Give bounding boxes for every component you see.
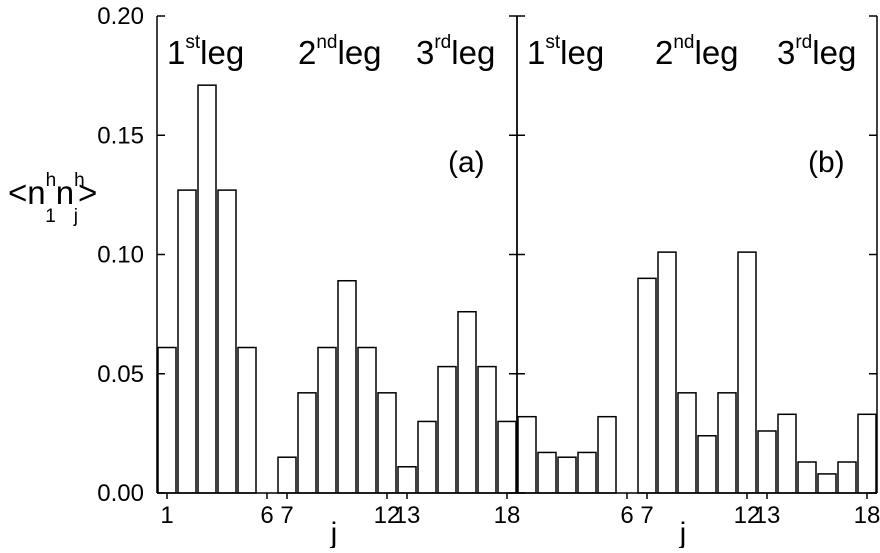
leg-label-3-a: 3rdleg bbox=[416, 32, 495, 71]
y-tick-label: 0.10 bbox=[97, 242, 144, 269]
x-tick-label-b: 18 bbox=[854, 502, 880, 529]
bar-b-j1 bbox=[517, 415, 537, 494]
bar-b-j12 bbox=[737, 251, 757, 494]
bar-b-j10 bbox=[697, 435, 717, 494]
bar-b-j18 bbox=[857, 413, 877, 494]
leg-label-2-b: 2ndleg bbox=[655, 32, 739, 71]
x-tick-label-a: 13 bbox=[394, 502, 421, 529]
bar-a-j2 bbox=[177, 189, 197, 494]
x-tick-label-a: 7 bbox=[280, 502, 293, 529]
bar-b-j7 bbox=[637, 277, 657, 494]
x-tick-label-a: 6 bbox=[260, 502, 273, 529]
bar-a-j15 bbox=[437, 365, 457, 494]
panel-label-b: (b) bbox=[808, 146, 845, 179]
x-tick-label-a: 1 bbox=[160, 502, 173, 529]
x-axis-label-b: j bbox=[679, 517, 687, 548]
bar-b-j17 bbox=[837, 461, 857, 494]
leg-label-1-a: 1stleg bbox=[167, 32, 244, 71]
x-tick-label-b: 13 bbox=[754, 502, 781, 529]
x-axis-label-a: j bbox=[330, 517, 338, 548]
bar-a-j11 bbox=[357, 346, 377, 494]
leg-label-3-b: 3rdleg bbox=[777, 32, 856, 71]
bar-b-j4 bbox=[577, 451, 597, 494]
x-tick-label-b: 12 bbox=[734, 502, 761, 529]
y-tick-label: 0.15 bbox=[97, 122, 144, 149]
bar-b-j5 bbox=[597, 415, 617, 494]
bar-a-j13 bbox=[397, 466, 417, 494]
bar-b-j9 bbox=[677, 392, 697, 494]
bar-a-j9 bbox=[317, 346, 337, 494]
bar-a-j8 bbox=[297, 392, 317, 494]
bar-a-j14 bbox=[417, 420, 437, 494]
bar-b-j2 bbox=[537, 451, 557, 494]
bar-b-j13 bbox=[757, 430, 777, 494]
x-tick-label-a: 12 bbox=[374, 502, 401, 529]
bar-b-j11 bbox=[717, 392, 737, 494]
y-tick-label: 0.05 bbox=[97, 361, 144, 388]
panel-label-a: (a) bbox=[448, 146, 485, 179]
bar-a-j10 bbox=[337, 279, 357, 494]
bar-a-j7 bbox=[277, 456, 297, 494]
bar-b-j3 bbox=[557, 456, 577, 494]
bar-a-j16 bbox=[457, 310, 477, 494]
bar-b-j16 bbox=[817, 473, 837, 494]
bar-b-j15 bbox=[797, 461, 817, 494]
y-tick-label: 0.00 bbox=[97, 480, 144, 507]
bar-a-j18 bbox=[497, 420, 517, 494]
bar-a-j5 bbox=[237, 346, 257, 494]
leg-label-2-a: 2ndleg bbox=[298, 32, 382, 71]
x-tick-label-a: 18 bbox=[494, 502, 521, 529]
bar-a-j1 bbox=[157, 346, 177, 494]
bar-a-j12 bbox=[377, 392, 397, 494]
leg-label-1-b: 1stleg bbox=[527, 32, 604, 71]
y-tick-label: 0.20 bbox=[97, 3, 144, 30]
bar-a-j3 bbox=[197, 84, 217, 494]
bar-b-j14 bbox=[777, 413, 797, 494]
bar-a-j4 bbox=[217, 189, 237, 494]
bar-a-j17 bbox=[477, 365, 497, 494]
y-axis-label: <nh 1nh j> bbox=[8, 170, 97, 227]
x-tick-label-b: 7 bbox=[640, 502, 653, 529]
bar-b-j8 bbox=[657, 251, 677, 494]
x-tick-label-b: 6 bbox=[620, 502, 633, 529]
